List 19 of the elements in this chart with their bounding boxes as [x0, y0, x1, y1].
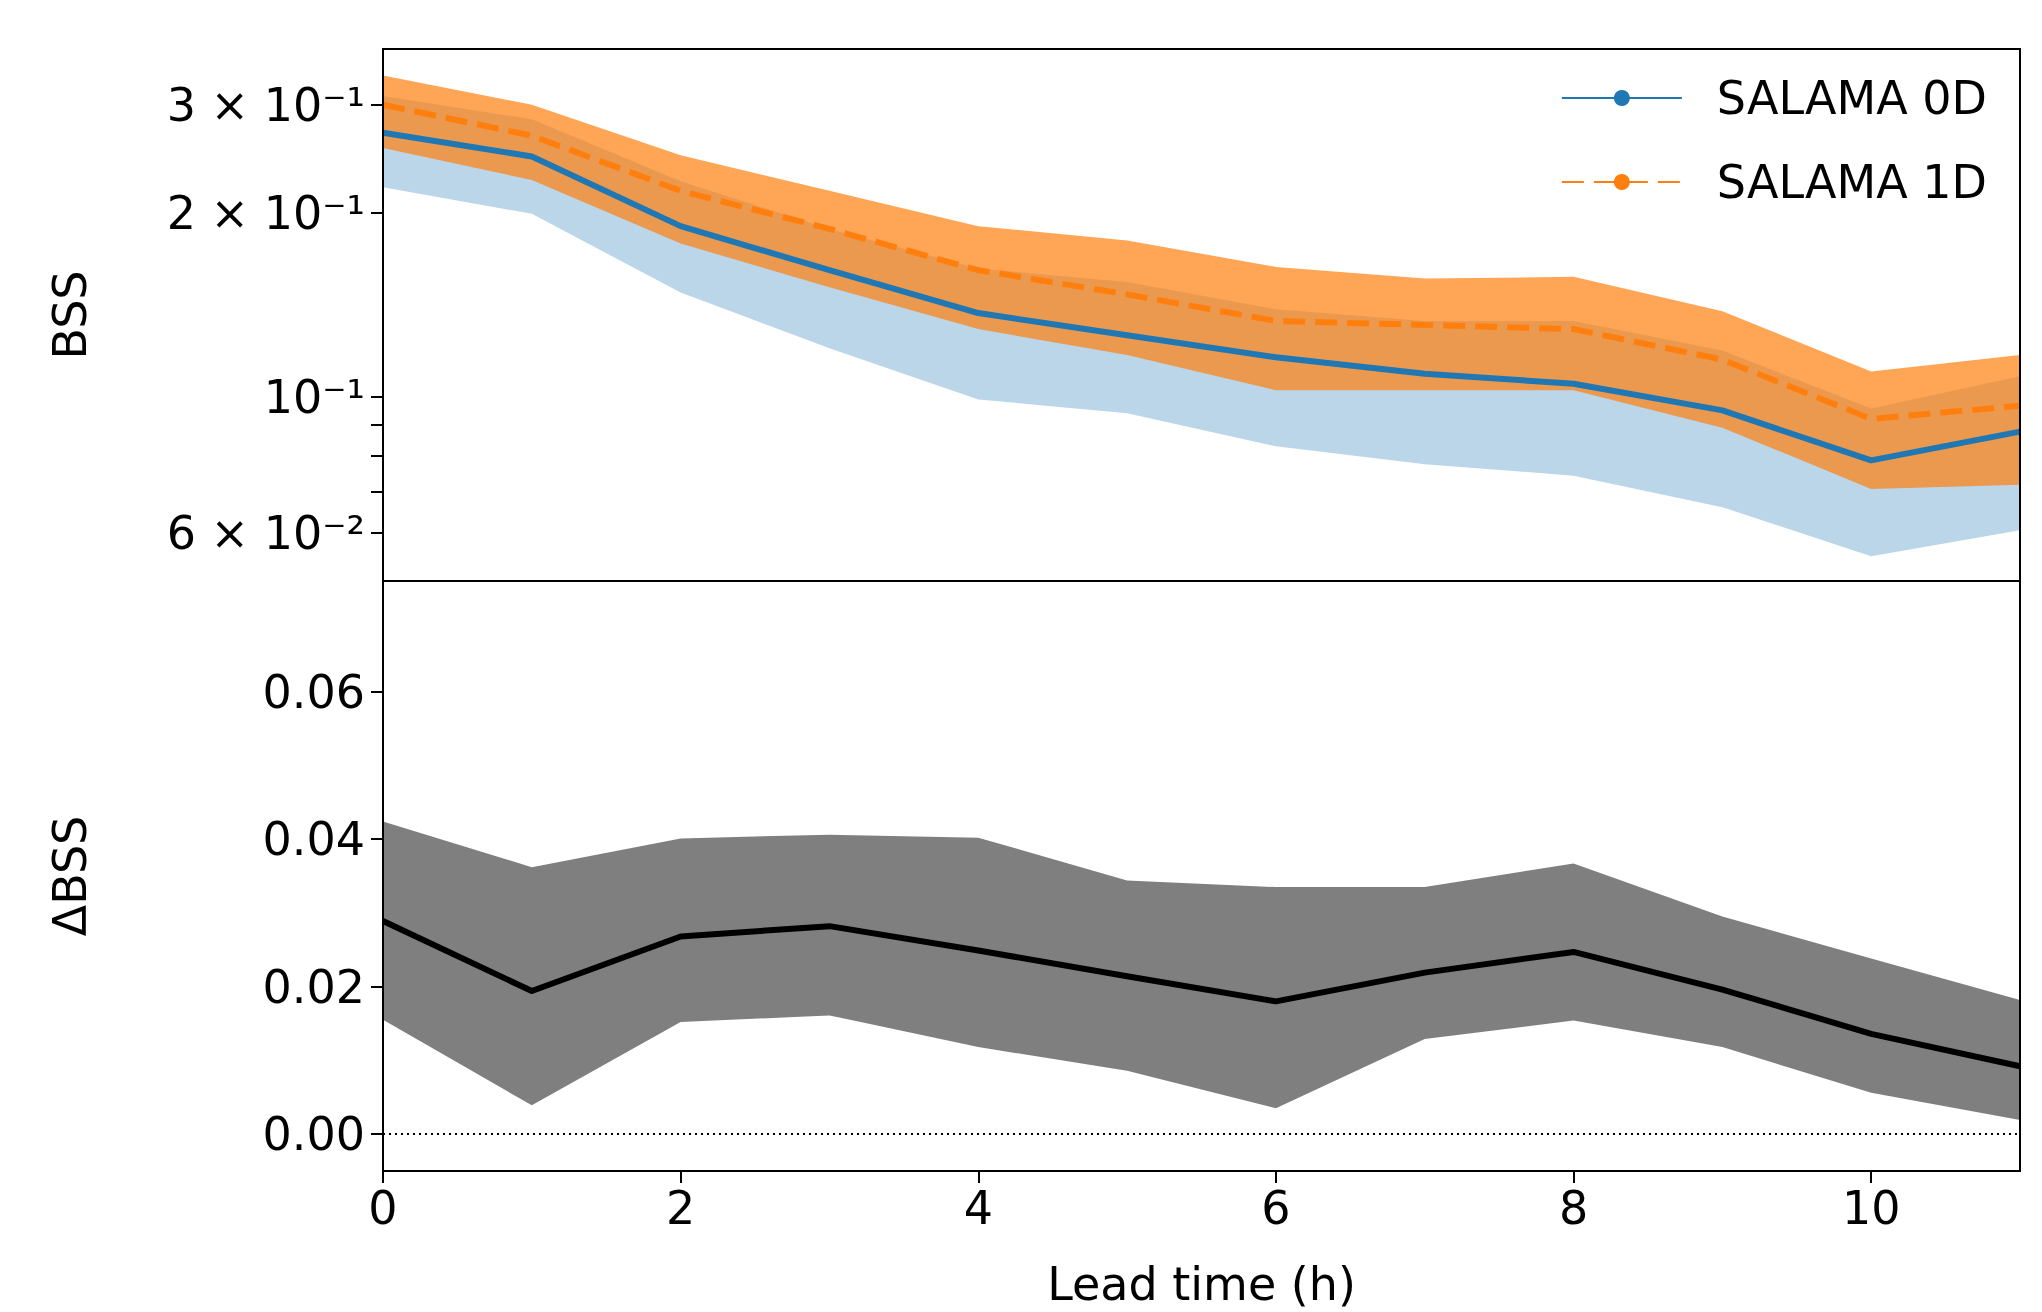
y-tick-label: 3 × 10⁻¹: [166, 77, 365, 132]
x-tick-label: 4: [963, 1181, 993, 1235]
legend-label: SALAMA 1D: [1716, 155, 1987, 209]
y-tick-label: 0.00: [262, 1107, 365, 1162]
y-tick-label: 0.04: [262, 812, 365, 867]
x-tick-label: 0: [368, 1181, 398, 1235]
y-tick-label: 10⁻¹: [263, 369, 365, 424]
legend-label: SALAMA 0D: [1716, 71, 1987, 125]
y-tick-label: 0.02: [262, 959, 365, 1014]
x-axis-title: Lead time (h): [1047, 1257, 1356, 1311]
x-tick-label: 2: [666, 1181, 696, 1235]
y-tick-label: 0.06: [262, 664, 365, 719]
x-tick-label: 8: [1558, 1181, 1589, 1235]
y-axis-title: ΔBSS: [43, 815, 97, 937]
x-tick-label: 10: [1841, 1181, 1901, 1235]
y-axis-title: BSS: [43, 270, 97, 360]
y-tick-label: 2 × 10⁻¹: [166, 185, 365, 240]
y-tick-label: 6 × 10⁻²: [166, 505, 365, 560]
x-tick-label: 6: [1261, 1181, 1291, 1235]
